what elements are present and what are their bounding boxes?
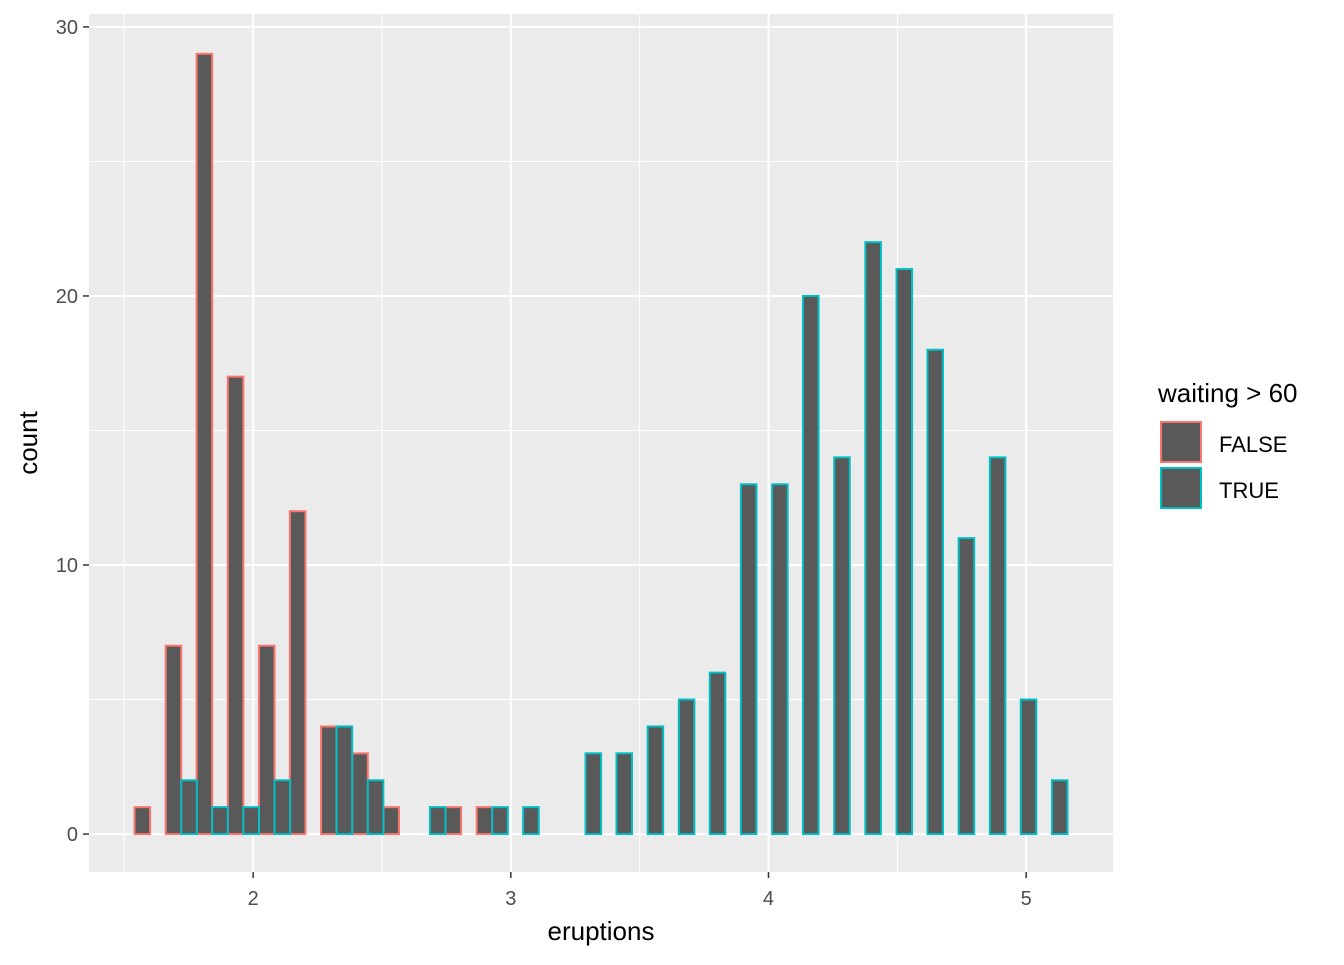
bar-false — [288, 510, 307, 836]
bar-true — [1050, 779, 1069, 836]
x-tick-label: 3 — [505, 888, 516, 910]
legend-label-true: TRUE — [1219, 478, 1279, 503]
bar-true — [646, 725, 665, 836]
bar-true — [242, 806, 260, 836]
axes: 2 3 4 5 0 10 20 30 — [56, 17, 1032, 910]
bar-true — [335, 725, 354, 836]
bar-false — [444, 806, 463, 836]
bar-false — [226, 375, 245, 836]
y-tick-label: 20 — [56, 286, 78, 308]
bar-true — [957, 537, 976, 836]
bars — [133, 52, 1069, 836]
bar-false — [195, 52, 214, 836]
bar-true — [522, 806, 540, 836]
bar-false — [475, 806, 494, 836]
bar-true — [739, 483, 758, 836]
y-tick-label: 10 — [56, 555, 78, 577]
legend: waiting > 60 FALSE TRUE — [1157, 378, 1297, 509]
bar-true — [615, 752, 634, 836]
y-tick-label: 0 — [67, 824, 78, 846]
bar-true — [491, 806, 509, 836]
bar-false — [320, 725, 338, 836]
x-tick-label: 4 — [763, 888, 774, 910]
legend-swatch-false — [1160, 421, 1202, 463]
bar-true — [1019, 698, 1038, 836]
bar-false — [382, 806, 400, 836]
bar-false — [351, 752, 369, 836]
bar-true — [988, 456, 1007, 836]
y-tick-label: 30 — [56, 17, 78, 39]
bar-true — [211, 806, 229, 836]
bar-true — [864, 241, 882, 836]
bar-true — [708, 671, 727, 836]
x-tick-label: 5 — [1021, 888, 1032, 910]
legend-item-true: TRUE — [1160, 467, 1279, 509]
bar-false — [164, 644, 183, 836]
bar-true — [273, 779, 292, 836]
legend-swatch-true — [1160, 467, 1202, 509]
bar-true — [366, 779, 385, 836]
bar-true — [771, 483, 789, 836]
bar-true — [428, 806, 447, 836]
y-axis-label: count — [13, 410, 43, 474]
bar-true — [833, 456, 851, 836]
x-axis-label: eruptions — [548, 916, 655, 946]
legend-title: waiting > 60 — [1157, 378, 1297, 408]
bar-true — [677, 698, 696, 836]
legend-item-false: FALSE — [1160, 421, 1287, 463]
bar-true — [180, 779, 198, 836]
bar-true — [926, 348, 945, 836]
legend-label-false: FALSE — [1219, 432, 1287, 457]
bar-false — [133, 806, 152, 836]
bar-false — [257, 644, 276, 836]
bar-true — [802, 294, 820, 836]
bar-true — [895, 268, 914, 836]
bar-true — [584, 752, 603, 836]
x-tick-label: 2 — [248, 888, 259, 910]
